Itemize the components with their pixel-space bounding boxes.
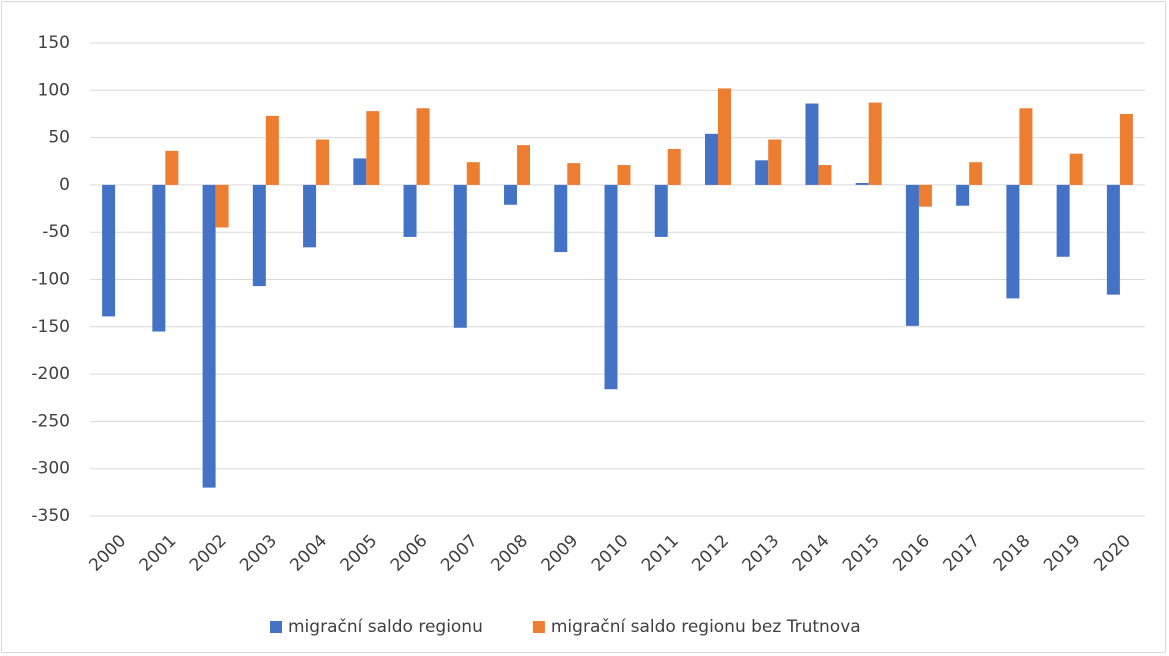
bar	[517, 145, 531, 185]
legend-label: migrační saldo regionu	[288, 617, 483, 637]
y-tick-label: -350	[31, 506, 70, 526]
bar	[303, 184, 317, 248]
bar	[969, 162, 983, 185]
bar	[504, 184, 518, 205]
legend-swatch	[270, 621, 282, 633]
y-tick-label: 50	[48, 128, 70, 148]
bar	[1119, 113, 1133, 185]
bar	[805, 103, 819, 185]
bar	[403, 184, 417, 237]
bar	[1056, 184, 1070, 257]
bar	[667, 148, 681, 185]
bar	[265, 115, 279, 185]
bar	[604, 184, 618, 390]
bar	[466, 162, 480, 185]
y-tick-label: -100	[31, 270, 70, 290]
bar	[316, 139, 330, 185]
bar	[102, 184, 116, 317]
y-tick-label: -200	[31, 364, 70, 384]
bar	[1106, 184, 1120, 295]
bar	[768, 139, 782, 185]
bar	[704, 133, 718, 185]
y-tick-label: -300	[31, 459, 70, 479]
bar	[855, 183, 869, 185]
y-tick-label: -50	[42, 222, 70, 242]
legend-swatch	[532, 621, 545, 633]
bar	[868, 102, 882, 185]
bar	[755, 160, 769, 185]
bar	[905, 184, 919, 326]
bar	[366, 111, 380, 185]
bar	[654, 184, 668, 237]
bar	[416, 108, 430, 185]
y-tick-label: -250	[31, 411, 70, 431]
bar	[956, 184, 970, 206]
bar	[1006, 184, 1020, 299]
bar	[1019, 108, 1033, 185]
y-tick-label: 0	[59, 175, 70, 195]
bar	[202, 184, 216, 488]
bar	[717, 88, 731, 185]
y-tick-label: 150	[38, 33, 70, 53]
y-tick-label: 100	[38, 80, 70, 100]
bar	[554, 184, 568, 253]
bar	[453, 184, 467, 328]
y-tick-label: -150	[31, 317, 70, 337]
bar	[1069, 153, 1083, 185]
bar	[818, 165, 832, 185]
bar	[918, 184, 932, 207]
legend-label: migrační saldo regionu bez Trutnova	[551, 617, 861, 637]
bar	[617, 165, 631, 185]
bar	[215, 184, 229, 228]
bar	[252, 184, 266, 287]
bar	[567, 163, 581, 185]
bar	[165, 150, 179, 185]
bar	[152, 184, 166, 332]
bar	[353, 158, 367, 185]
